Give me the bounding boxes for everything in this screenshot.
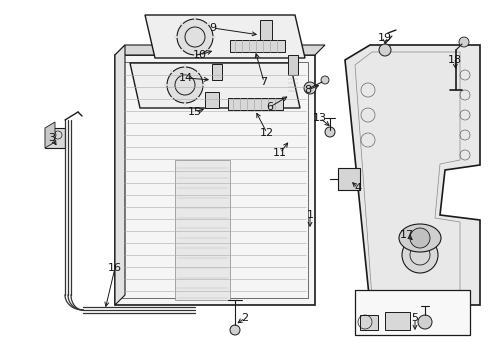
Text: 6: 6 bbox=[267, 102, 273, 112]
Text: 18: 18 bbox=[448, 55, 462, 65]
Circle shape bbox=[321, 76, 329, 84]
Polygon shape bbox=[45, 122, 55, 148]
Text: 3: 3 bbox=[49, 133, 55, 143]
Polygon shape bbox=[145, 15, 305, 58]
Text: 19: 19 bbox=[378, 33, 392, 43]
Polygon shape bbox=[338, 168, 360, 190]
Circle shape bbox=[402, 237, 438, 273]
Bar bbox=[230, 40, 285, 52]
Circle shape bbox=[167, 67, 203, 103]
Circle shape bbox=[177, 19, 213, 55]
Bar bbox=[355, 290, 470, 335]
Polygon shape bbox=[115, 45, 325, 55]
Text: 10: 10 bbox=[193, 50, 207, 60]
Polygon shape bbox=[115, 55, 315, 305]
Text: 17: 17 bbox=[400, 230, 414, 240]
Text: 8: 8 bbox=[304, 85, 312, 95]
Text: 14: 14 bbox=[179, 73, 193, 83]
Circle shape bbox=[459, 37, 469, 47]
Text: 13: 13 bbox=[313, 113, 327, 123]
Ellipse shape bbox=[399, 224, 441, 252]
Text: 1: 1 bbox=[307, 210, 314, 220]
Circle shape bbox=[325, 127, 335, 137]
Bar bbox=[385, 312, 410, 330]
Polygon shape bbox=[360, 315, 378, 330]
Circle shape bbox=[379, 44, 391, 56]
Circle shape bbox=[304, 82, 316, 94]
Text: 9: 9 bbox=[209, 23, 217, 33]
Bar bbox=[228, 98, 283, 110]
Text: 16: 16 bbox=[108, 263, 122, 273]
Bar bbox=[205, 92, 219, 108]
Polygon shape bbox=[115, 45, 125, 305]
Text: 4: 4 bbox=[354, 183, 362, 193]
Bar bbox=[260, 20, 272, 40]
Text: 15: 15 bbox=[188, 107, 202, 117]
Text: 5: 5 bbox=[412, 313, 418, 323]
Polygon shape bbox=[130, 63, 300, 108]
Circle shape bbox=[410, 228, 430, 248]
Text: 11: 11 bbox=[273, 148, 287, 158]
Text: 2: 2 bbox=[242, 313, 248, 323]
Polygon shape bbox=[175, 160, 230, 300]
Circle shape bbox=[230, 325, 240, 335]
Polygon shape bbox=[345, 45, 480, 305]
Bar bbox=[288, 55, 298, 75]
Text: 12: 12 bbox=[260, 128, 274, 138]
Polygon shape bbox=[45, 128, 65, 148]
Circle shape bbox=[418, 315, 432, 329]
Bar bbox=[212, 64, 222, 80]
Text: 7: 7 bbox=[261, 77, 268, 87]
